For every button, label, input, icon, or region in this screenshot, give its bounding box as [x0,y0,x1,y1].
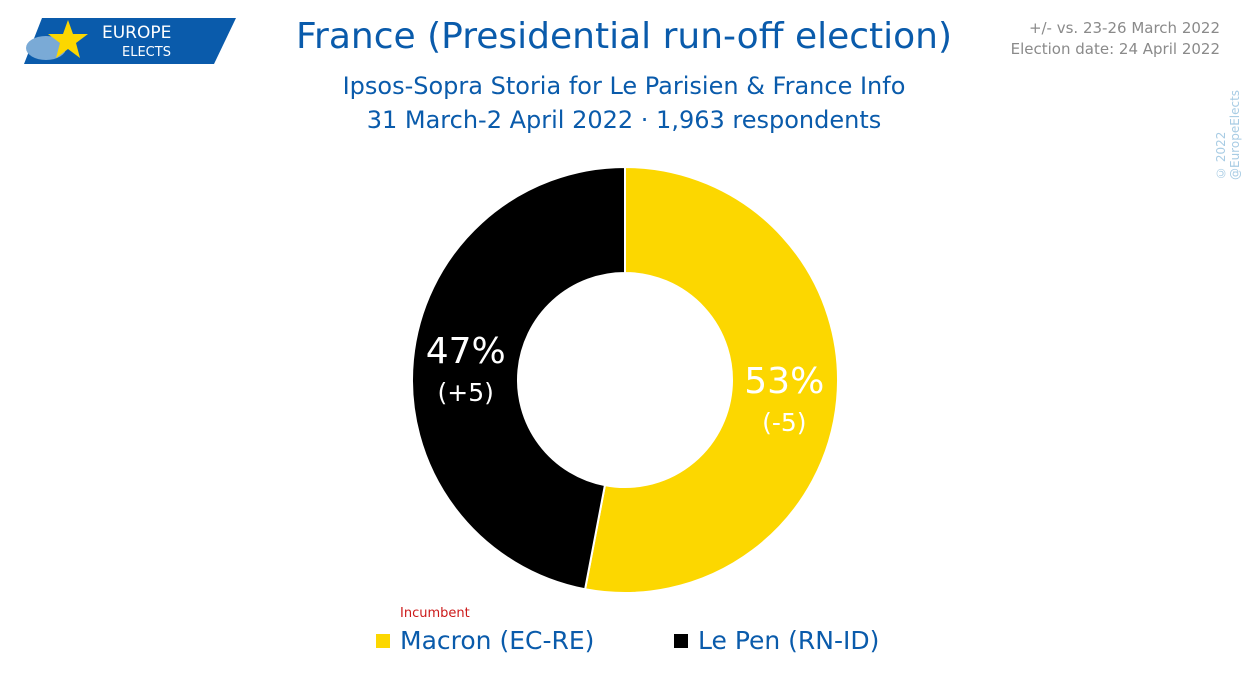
legend-label-macron: Macron (EC-RE) [400,626,595,655]
comparison-note: +/- vs. 23-26 March 2022 [1028,19,1220,37]
election-date-note: Election date: 24 April 2022 [1010,40,1220,58]
fieldwork-info: 31 March-2 April 2022 · 1,963 respondent… [366,106,882,134]
logo-line2: ELECTS [122,45,171,60]
legend-swatch-macron [376,634,390,648]
europe-elects-logo: EUROPE ELECTS [24,18,236,64]
legend-item-macron: Macron (EC-RE) [376,626,594,656]
chart-subtitle: Ipsos-Sopra Storia for Le Parisien & Fra… [342,72,906,100]
donut-slice-1 [411,165,626,591]
chart-title: France (Presidential run-off election) [295,16,953,57]
slice-value-label-1: 47% [426,331,506,372]
notes: +/- vs. 23-26 March 2022 Election date: … [1000,18,1220,60]
legend-item-lepen: Le Pen (RN-ID) [674,626,879,656]
legend-swatch-lepen [674,634,688,648]
logo-line1: EUROPE [102,23,171,43]
slice-change-label-1: (+5) [438,378,494,407]
star-icon [48,20,88,58]
slice-change-label-0: (-5) [762,408,806,437]
slice-value-label-0: 53% [744,361,824,402]
incumbent-label: Incumbent [400,606,470,621]
donut-slice-0 [583,165,839,594]
legend-label-lepen: Le Pen (RN-ID) [698,626,880,655]
